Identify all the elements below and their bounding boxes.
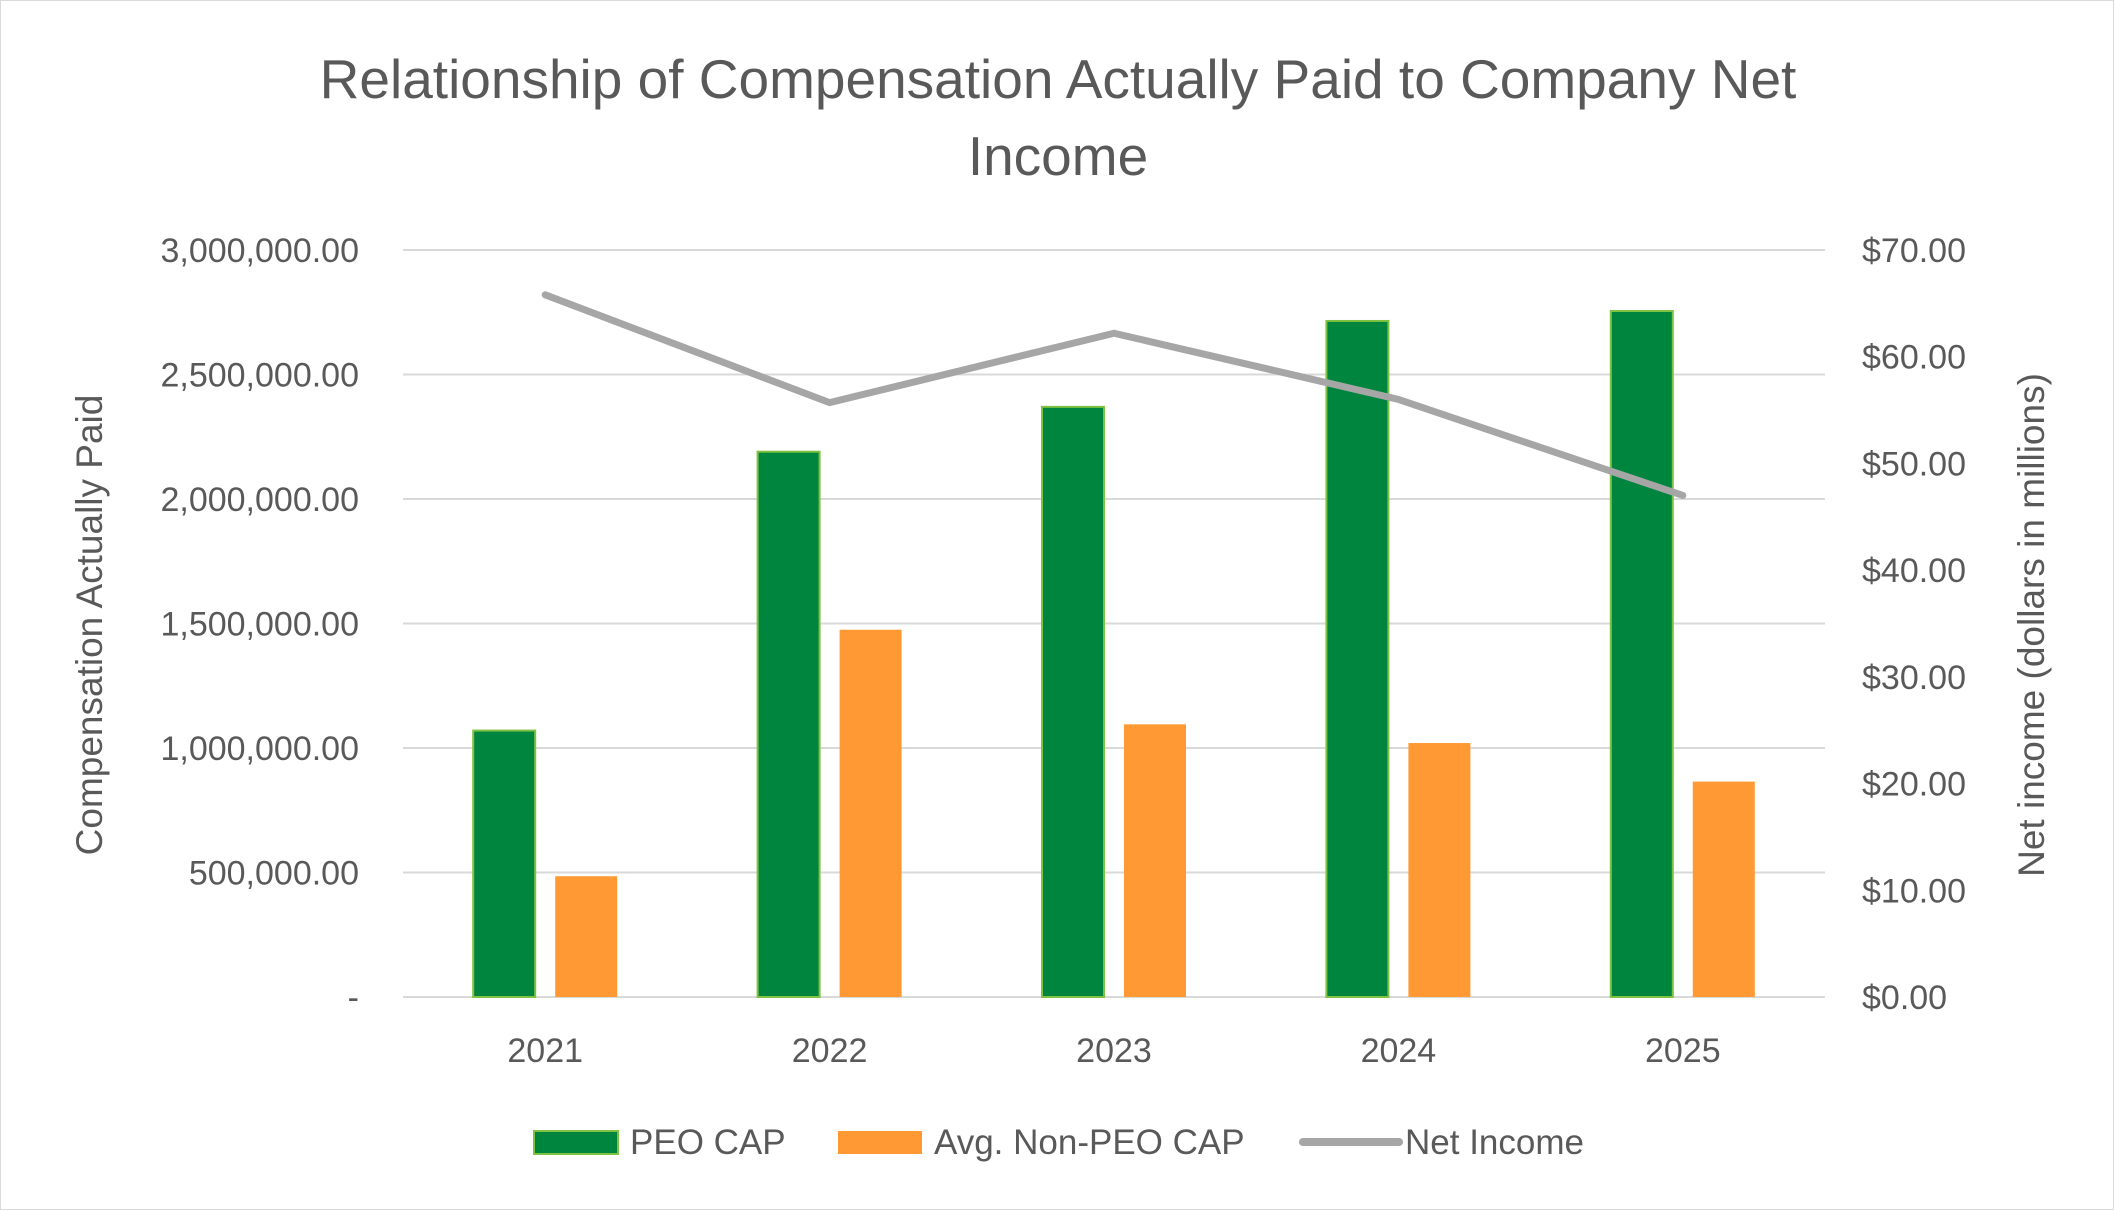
bar-avg-non-peo-cap-2022 (839, 629, 902, 997)
left-tick-label-5: 2,500,000.00 (160, 357, 359, 395)
x-tick-label-2024: 2024 (1361, 1032, 1437, 1070)
left-axis-ticks: - 500,000.00 1,000,000.00 1,500,000.00 2,000… (160, 232, 359, 1017)
bar-avg-non-peo-cap-2024 (1408, 743, 1471, 997)
legend-label-avg-non-peo-cap: Avg. Non-PEO CAP (934, 1123, 1245, 1162)
legend: PEO CAP Avg. Non-PEO CAP Net Income (533, 1123, 1584, 1162)
left-tick-label-2: 1,000,000.00 (160, 730, 359, 768)
chart-title-line-1: Relationship of Compensation Actually Pa… (320, 48, 1797, 110)
line-series (541, 291, 1687, 499)
chart-title-line-2: Income (968, 125, 1148, 187)
bar-peo-cap-2024 (1325, 319, 1390, 998)
right-tick-label-6: $60.00 (1862, 339, 1966, 377)
legend-swatch-peo-cap (533, 1130, 619, 1155)
bar-peo-cap-2025 (1609, 310, 1674, 998)
right-tick-label-0: $0.00 (1862, 979, 1947, 1017)
left-tick-label-0: - (348, 979, 359, 1017)
right-tick-label-5: $50.00 (1862, 445, 1966, 483)
left-tick-label-4: 2,000,000.00 (160, 481, 359, 519)
bar-peo-cap-2021 (472, 729, 537, 998)
bar-avg-non-peo-cap-2025 (1692, 781, 1755, 997)
right-tick-label-4: $40.00 (1862, 552, 1966, 590)
right-tick-label-1: $10.00 (1862, 872, 1966, 910)
right-tick-label-2: $20.00 (1862, 766, 1966, 804)
x-tick-label-2021: 2021 (507, 1032, 583, 1070)
line-net-income (541, 291, 1687, 499)
right-tick-label-3: $30.00 (1862, 659, 1966, 697)
legend-label-peo-cap: PEO CAP (630, 1123, 786, 1162)
bar-avg-non-peo-cap-2021 (555, 876, 618, 997)
left-tick-label-1: 500,000.00 (189, 855, 359, 893)
legend-label-net-income: Net Income (1405, 1123, 1584, 1162)
bar-peo-cap-2022 (756, 450, 821, 998)
gridlines (403, 249, 1825, 998)
legend-swatch-avg-non-peo-cap (838, 1131, 922, 1154)
left-tick-label-3: 1,500,000.00 (160, 606, 359, 644)
right-axis-title: Net income (dollars in millions) (2011, 373, 2052, 877)
left-tick-label-6: 3,000,000.00 (160, 232, 359, 270)
bar-avg-non-peo-cap-2023 (1124, 724, 1186, 997)
x-tick-label-2022: 2022 (792, 1032, 868, 1070)
bar-series (472, 310, 1755, 998)
right-axis-ticks: $0.00 $10.00 $20.00 $30.00 $40.00 $50.00 $60.0… (1862, 232, 1966, 1017)
x-tick-label-2023: 2023 (1076, 1032, 1152, 1070)
x-tick-label-2025: 2025 (1645, 1032, 1721, 1070)
x-axis-ticks: 2021 2022 2023 2024 2025 (507, 1032, 1720, 1070)
bar-peo-cap-2023 (1041, 405, 1105, 998)
left-axis-title: Compensation Actually Paid (69, 395, 110, 856)
right-tick-label-7: $70.00 (1862, 232, 1966, 270)
